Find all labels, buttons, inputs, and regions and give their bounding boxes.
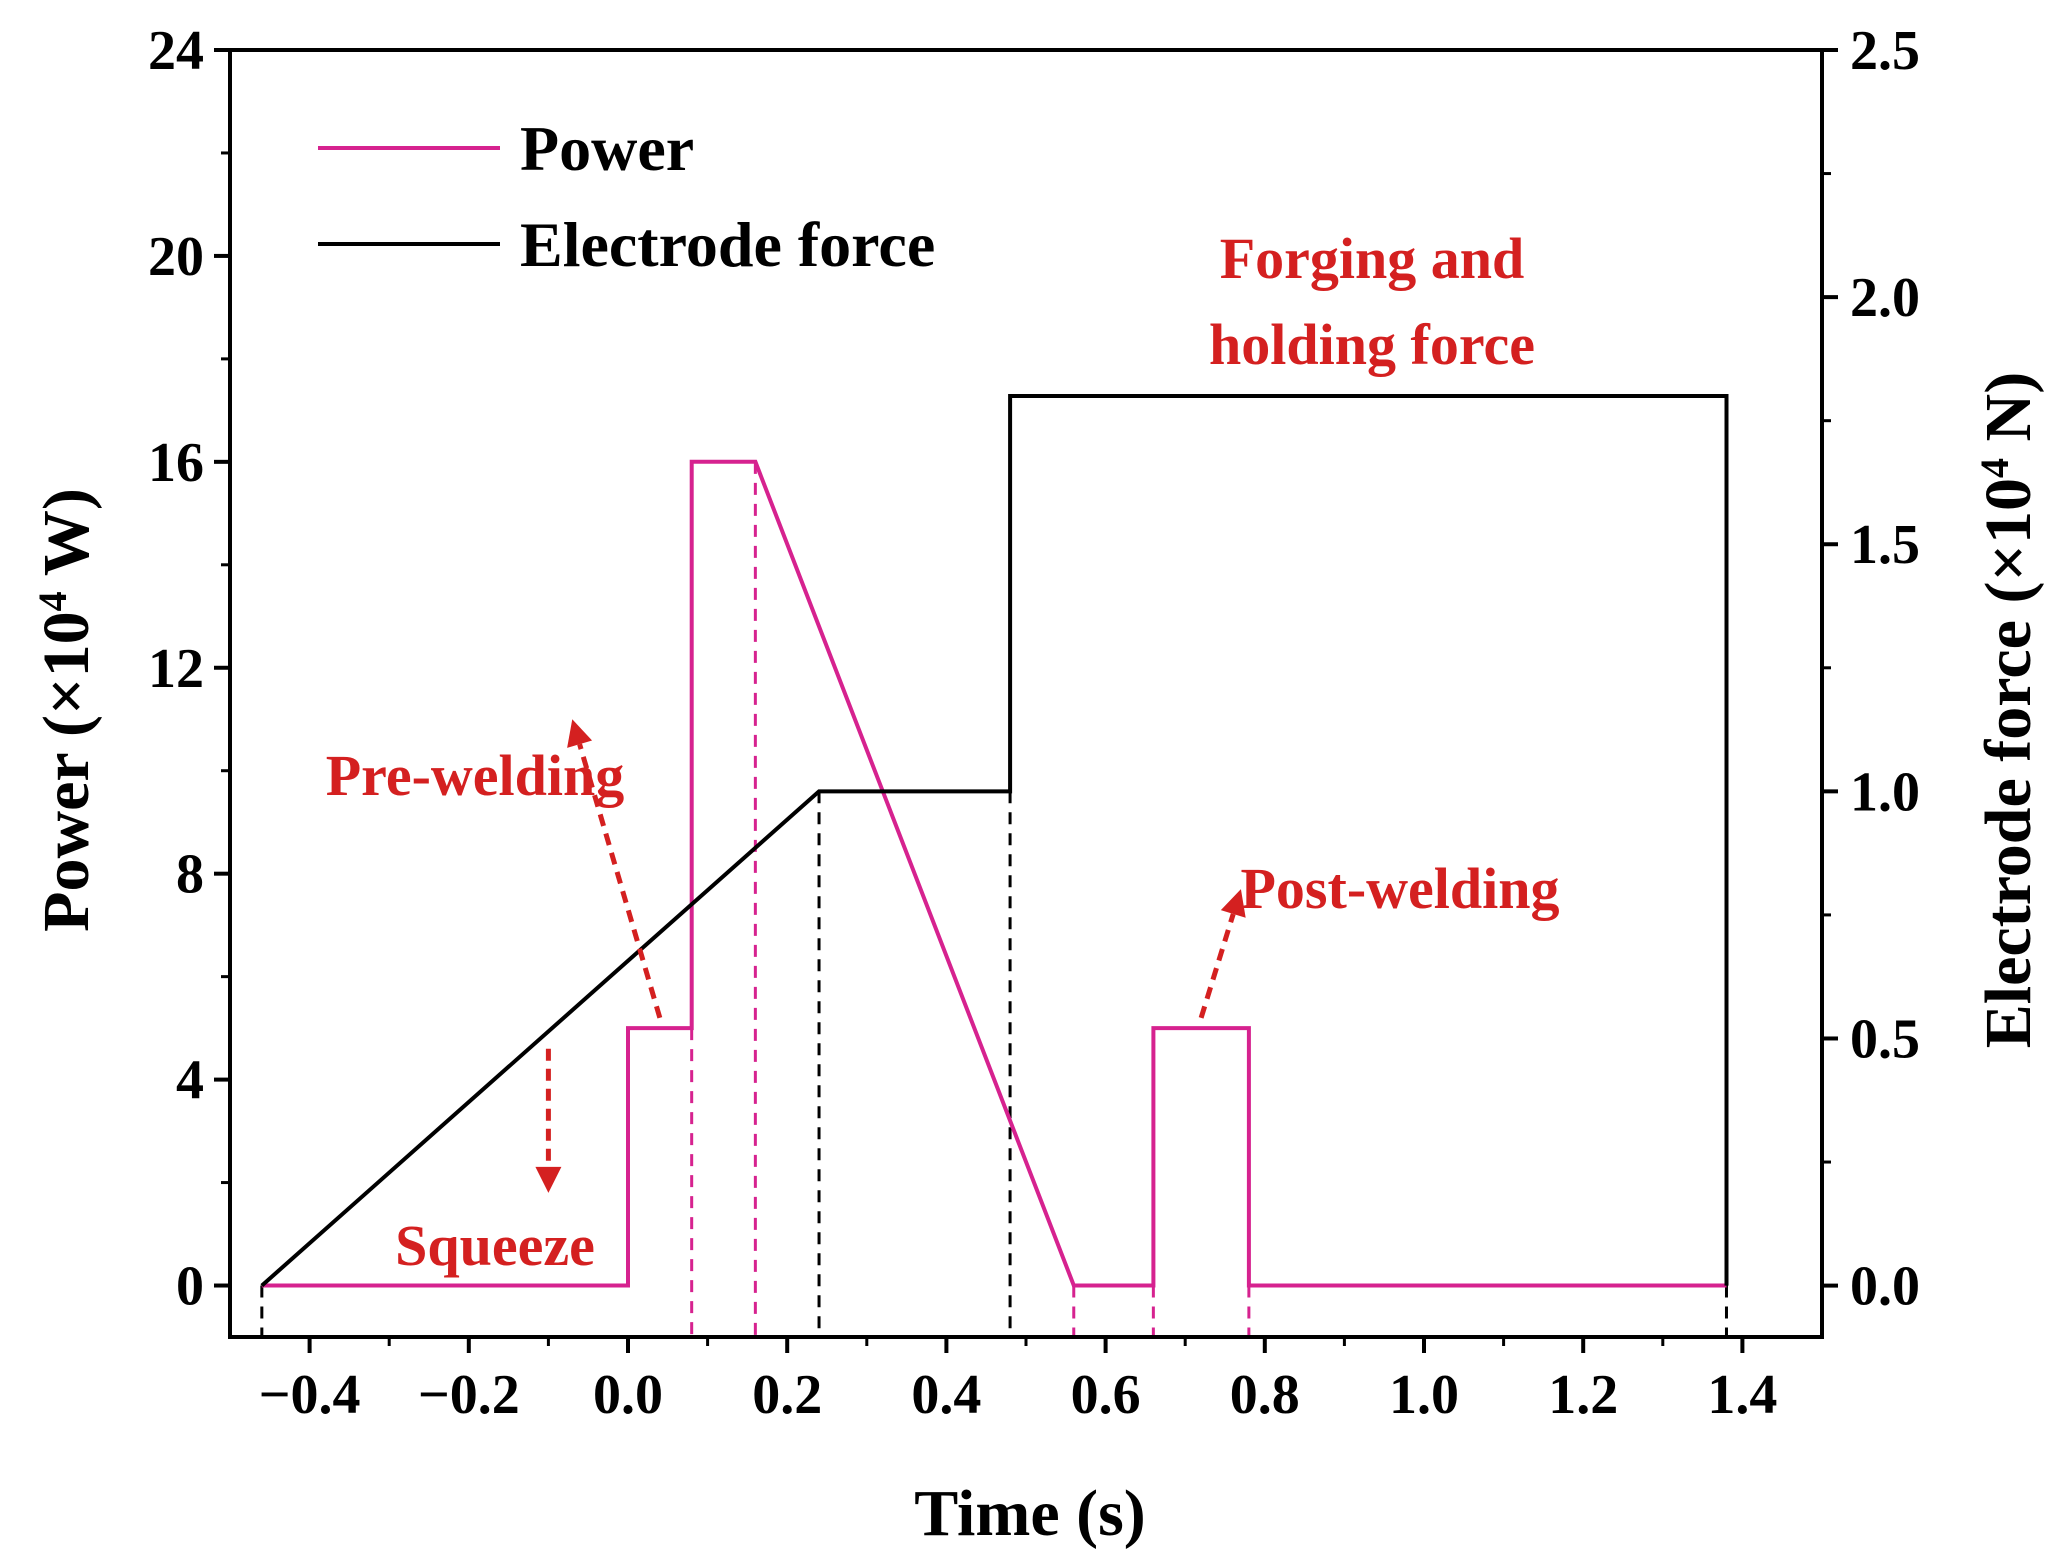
- x-tick-label-5: 0.6: [1071, 1364, 1141, 1426]
- annotation-arrow-head-1: [567, 719, 593, 748]
- y2-tick-label-3: 1.5: [1850, 514, 1920, 576]
- x-tick-label-2: 0.0: [593, 1364, 663, 1426]
- y2-tick-label-5: 2.5: [1850, 20, 1920, 82]
- y-axis-title-pre: Power (×10: [30, 611, 103, 931]
- y2-tick-label-0: 0.0: [1850, 1256, 1920, 1318]
- y-tick-label-4: 16: [148, 432, 204, 494]
- y2-axis-title: Electrode force (×104 N): [1972, 372, 2045, 1048]
- annotation-post-welding: Post-welding: [1241, 856, 1560, 921]
- y-axis-title-sup: 4: [30, 591, 75, 611]
- x-tick-label-1: −0.2: [418, 1364, 520, 1426]
- x-tick-label-7: 1.0: [1389, 1364, 1459, 1426]
- legend-force-label: Electrode force: [520, 209, 935, 280]
- y2-axis-title-post: N): [1972, 372, 2045, 458]
- annotation-arrow-head-2: [1220, 889, 1246, 918]
- annotation-forging-line2: holding force: [1209, 312, 1535, 377]
- y-tick-label-3: 12: [148, 638, 204, 700]
- y-tick-label-5: 20: [148, 226, 204, 288]
- y-tick-label-2: 8: [176, 844, 204, 906]
- series-line-electrode-force: [260, 394, 1729, 1288]
- plot-area: [260, 394, 1729, 1337]
- legend: Power Electrode force: [318, 113, 935, 280]
- x-tick-label-0: −0.4: [259, 1364, 361, 1426]
- y2-axis-title-sup: 4: [1972, 458, 2017, 478]
- y2-tick-label-4: 2.0: [1850, 267, 1920, 329]
- series-line-power: [261, 459, 1727, 1288]
- annotation-pre-welding: Pre-welding: [326, 743, 625, 808]
- annotation-arrow-shaft-1: [577, 743, 663, 1019]
- legend-power-label: Power: [520, 113, 694, 184]
- x-tick-label-9: 1.4: [1707, 1364, 1777, 1426]
- y2-tick-label-1: 0.5: [1850, 1008, 1920, 1070]
- x-tick-label-4: 0.4: [911, 1364, 981, 1426]
- axis-ticks: [214, 48, 1838, 1353]
- y-tick-label-0: 0: [176, 1256, 204, 1318]
- annotation-arrow-shaft-2: [1198, 913, 1236, 1019]
- x-tick-label-6: 0.8: [1230, 1364, 1300, 1426]
- x-tick-label-3: 0.2: [752, 1364, 822, 1426]
- y-axis-title-post: W): [30, 488, 103, 591]
- annotation-forging-line1: Forging and: [1220, 226, 1525, 291]
- annotation-arrow-head-0: [535, 1166, 562, 1193]
- annotation-squeeze: Squeeze: [395, 1213, 595, 1278]
- x-axis-title: Time (s): [914, 1477, 1146, 1550]
- tick-labels: −0.4 −0.2 0.0 0.2 0.4 0.6 0.8 1.0 1.2 1.4 0 4 8 12 16 2…: [148, 20, 1920, 1426]
- y-axis-title: Power (×104 W): [30, 488, 103, 932]
- annotations: Squeeze Pre-welding Post-welding Forging…: [326, 226, 1560, 1278]
- y-tick-label-1: 4: [176, 1050, 204, 1112]
- y-tick-label-6: 24: [148, 20, 204, 82]
- y2-tick-label-2: 1.0: [1850, 761, 1920, 823]
- y2-axis-title-pre: Electrode force (×10: [1972, 478, 2045, 1048]
- x-tick-label-8: 1.2: [1548, 1364, 1618, 1426]
